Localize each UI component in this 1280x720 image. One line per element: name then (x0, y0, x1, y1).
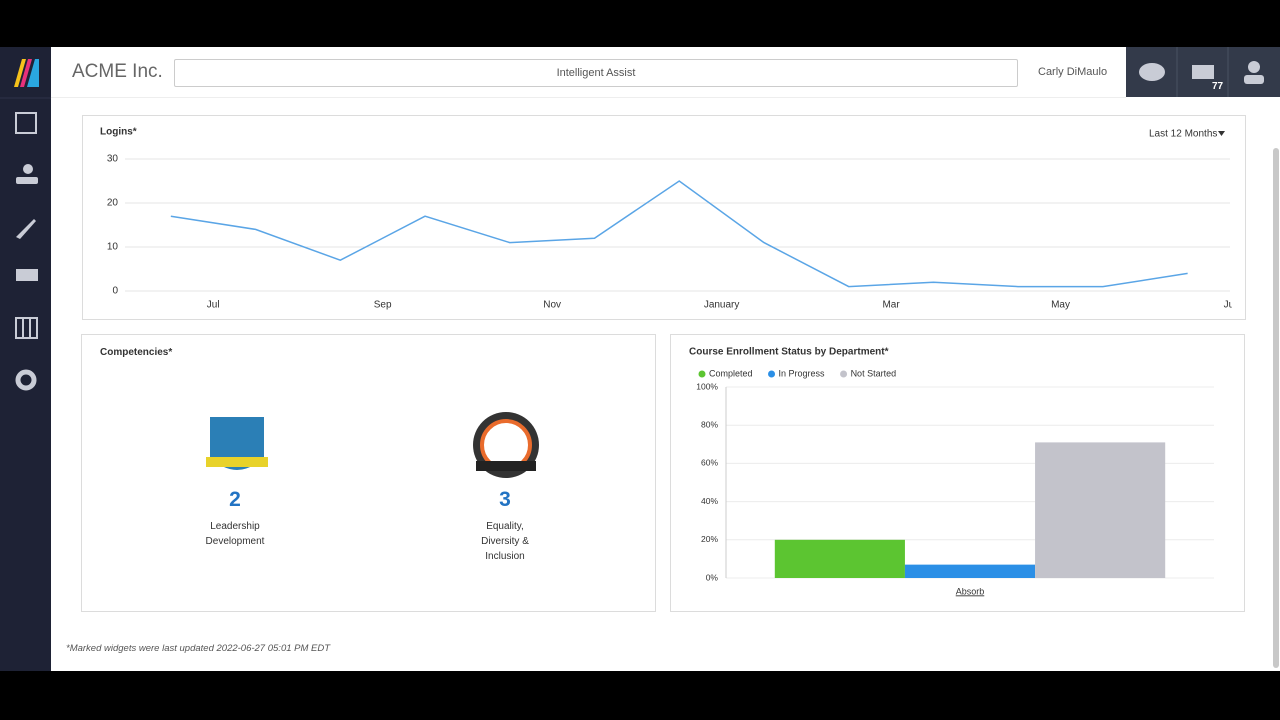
x-tick-label: Jul (1224, 300, 1237, 311)
legend-marker (840, 370, 848, 378)
x-tick-label: January (704, 300, 740, 311)
header: ACME Inc. Intelligent Assist Carly DiMau… (51, 47, 1126, 98)
competency-count: 2 (229, 488, 241, 511)
badge (473, 412, 539, 478)
y-tick-label: 0 (112, 286, 118, 297)
search-box[interactable]: Intelligent Assist (174, 59, 1018, 87)
y-tick-label: 40% (701, 496, 718, 506)
x-tick-label: Mar (882, 300, 900, 311)
edit-icon[interactable] (15, 112, 37, 134)
users-icon[interactable] (23, 164, 33, 174)
competency-count: 3 (499, 488, 511, 511)
x-tick-label: Nov (543, 300, 561, 311)
logo (27, 59, 39, 87)
company-name: ACME Inc. (72, 61, 163, 82)
bar (774, 539, 905, 578)
logins-card (82, 115, 1246, 320)
sidebar (0, 47, 51, 671)
badge (206, 417, 268, 470)
legend-label: Not Started (851, 368, 897, 378)
x-tick-label: May (1051, 300, 1070, 311)
x-tick-label: Sep (374, 300, 392, 311)
y-tick-label: 10 (107, 242, 119, 253)
legend-marker (768, 370, 776, 378)
line-series (170, 180, 1188, 288)
y-tick-label: 100% (696, 381, 718, 391)
card-title: Competencies* (100, 347, 173, 358)
message-count: 77 (1212, 81, 1224, 92)
range-selector[interactable]: Last 12 Months (1149, 129, 1217, 140)
profile-icon[interactable] (1248, 61, 1260, 73)
competency-label: Equality, Diversity & Inclusion (481, 521, 529, 562)
y-tick-label: 30 (107, 154, 119, 165)
competencies-card: Competencies* 2 Leadership Development 3… (81, 334, 656, 612)
legend-marker (698, 370, 706, 378)
y-tick-label: 20 (107, 198, 119, 209)
chat-icon[interactable] (1139, 63, 1165, 81)
bar (904, 564, 1036, 578)
legend-label: Completed (709, 368, 753, 378)
y-tick-label: 20% (701, 534, 718, 544)
x-tick-label: Jul (207, 300, 220, 311)
rocket-icon[interactable] (16, 219, 36, 239)
header-actions: 77 (1126, 47, 1280, 97)
scrollbar (1273, 148, 1279, 668)
bar (1035, 442, 1166, 578)
y-tick-label: 0% (706, 572, 719, 582)
x-tick-label: Absorb (956, 586, 985, 596)
sidebar-icons (0, 59, 51, 391)
competency-label: Leadership Development (205, 521, 265, 547)
dropdown-arrow[interactable] (1218, 131, 1225, 136)
logo (14, 59, 26, 87)
y-tick-label: 80% (701, 419, 718, 429)
mail-icon[interactable] (1192, 65, 1214, 79)
chart-title: Course Enrollment Status by Department* (689, 347, 889, 358)
chart-title: Logins* (100, 127, 137, 138)
columns-icon[interactable] (15, 317, 38, 339)
action-icons (1139, 47, 1264, 97)
legend-label: In Progress (779, 368, 826, 378)
y-tick-label: 60% (701, 458, 718, 468)
cart-icon[interactable] (16, 269, 38, 281)
logo (20, 59, 32, 87)
footer-note: *Marked widgets were last updated 2022-0… (66, 643, 331, 654)
user-name[interactable]: Carly DiMaulo (1038, 66, 1108, 78)
x-axis-labels: Jul Sep Nov January Mar May Jul (207, 300, 1237, 311)
settings-icon[interactable] (15, 369, 37, 391)
search-placeholder: Intelligent Assist (556, 67, 636, 79)
